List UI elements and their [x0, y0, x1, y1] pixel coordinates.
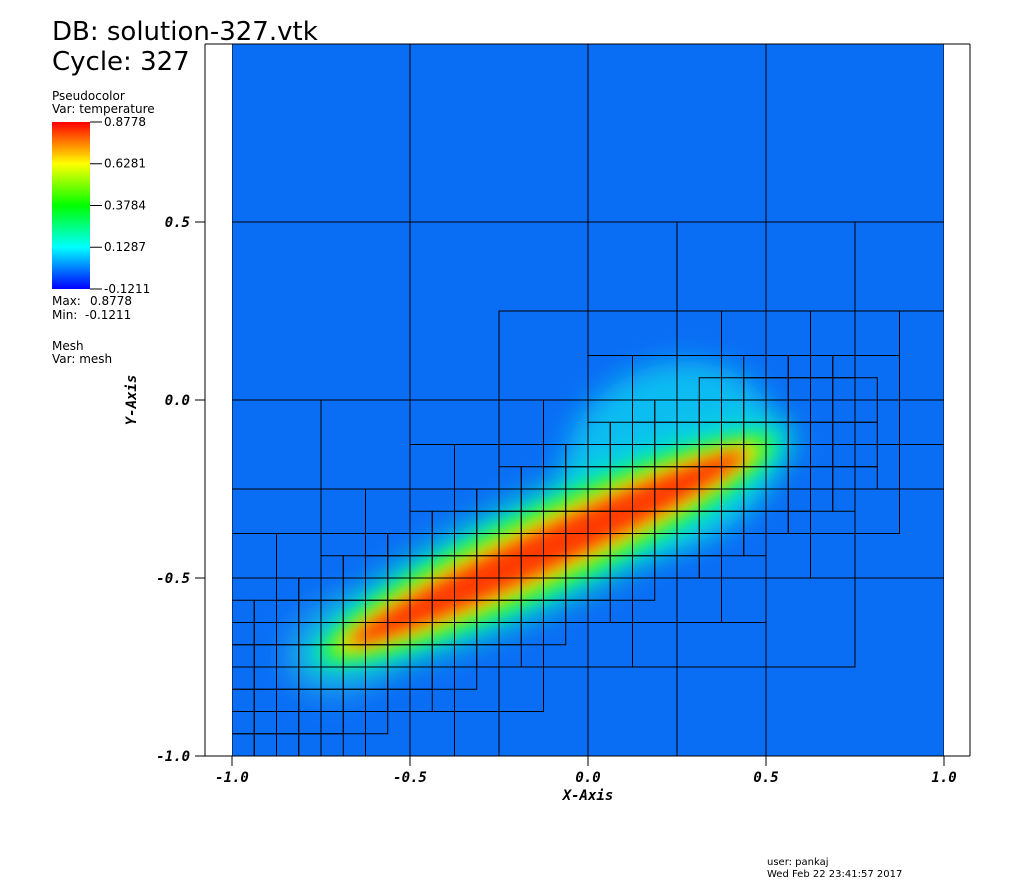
mesh-cell	[454, 666, 478, 690]
mesh-cell	[587, 599, 611, 623]
x-tick-label: 0.5	[753, 770, 778, 786]
mesh-cell	[899, 444, 944, 490]
mesh-cell	[498, 644, 522, 668]
colorbar-label: 0.6281	[104, 157, 146, 171]
field	[232, 44, 944, 756]
x-tick-label: -1.0	[215, 770, 249, 786]
y-tick-label: -1.0	[156, 749, 190, 765]
y-tick-label: 0.5	[165, 215, 190, 231]
mesh-plot: Mesh	[52, 339, 84, 353]
colorbar-label: 0.8778	[104, 115, 146, 129]
x-tick-label: -0.5	[393, 770, 427, 786]
colorbar	[52, 122, 90, 289]
mesh-cell	[698, 555, 722, 579]
x-tick-label: 1.0	[931, 770, 956, 786]
plot-margin	[944, 44, 970, 756]
mesh-variable: Var: mesh	[52, 352, 112, 366]
date: Wed Feb 22 23:41:57 2017	[767, 869, 902, 880]
mesh-cell	[832, 488, 856, 512]
mesh-cell	[787, 510, 811, 534]
mesh-cell	[543, 622, 567, 646]
colorbar-label: 0.1287	[104, 240, 146, 254]
mesh-cell	[721, 577, 767, 623]
colorbar-label: 0.3784	[104, 198, 146, 212]
x-axis-title: X-Axis	[562, 788, 614, 804]
mesh-cell	[365, 711, 389, 735]
mesh-cell	[409, 688, 433, 712]
mesh-cell	[743, 533, 767, 557]
title: DB: solution-327.vtk	[52, 17, 318, 47]
min-label: Min:	[52, 308, 77, 322]
mesh-cell	[810, 533, 856, 579]
min-value: -0.1211	[85, 308, 131, 322]
mesh-cell	[854, 466, 878, 490]
mesh-cell	[632, 577, 656, 601]
max-label: Max:	[52, 294, 81, 308]
y-axis-title: Y-Axis	[124, 375, 140, 426]
colorbar-label: -0.1211	[104, 282, 150, 296]
mesh	[232, 44, 944, 756]
mesh-cell	[320, 733, 344, 756]
y-tick-label: -0.5	[156, 571, 190, 587]
x-tick-label: 0.0	[575, 770, 600, 786]
y-tick-label: 0.0	[165, 393, 190, 409]
cycle: Cycle: 327	[52, 47, 190, 77]
legend-variable: Var: temperature	[52, 102, 155, 116]
user: user: pankaj	[767, 857, 829, 868]
max-value: 0.8778	[90, 294, 132, 308]
legend-plot: Pseudocolor	[52, 89, 125, 103]
